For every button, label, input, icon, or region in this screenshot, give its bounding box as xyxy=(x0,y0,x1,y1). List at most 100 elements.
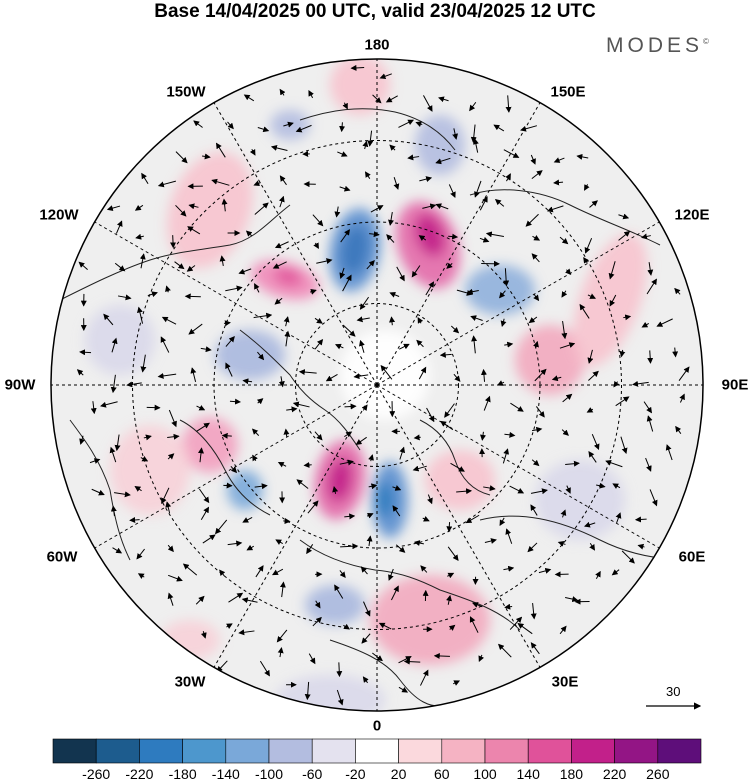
wind-vector xyxy=(111,337,118,353)
brand-logo: MODES© xyxy=(606,34,709,58)
longitude-label: 150E xyxy=(550,83,586,101)
wind-vector xyxy=(308,653,316,665)
wind-vector xyxy=(188,203,199,210)
wind-vector xyxy=(608,261,616,280)
wind-vector xyxy=(619,349,626,358)
wind-vector xyxy=(303,461,312,468)
wind-vector xyxy=(675,425,682,434)
wind-vector xyxy=(278,195,285,208)
wind-vector xyxy=(227,121,234,130)
wind-vector xyxy=(254,483,268,490)
wind-vector xyxy=(109,446,117,463)
wind-vector xyxy=(246,544,255,551)
wind-vector xyxy=(634,516,647,523)
wind-vector xyxy=(117,294,132,301)
wind-vector xyxy=(168,409,177,428)
brand-mark: © xyxy=(703,37,709,46)
colorbar-label: -60 xyxy=(302,766,323,782)
wind-vector xyxy=(274,297,283,305)
wind-vector xyxy=(504,603,513,610)
colorbar-swatch xyxy=(139,738,183,764)
colorbar-label: 20 xyxy=(390,766,407,782)
wind-vector xyxy=(531,170,543,180)
wind-vector xyxy=(314,317,323,324)
wind-vector xyxy=(444,403,455,418)
wind-vector xyxy=(353,373,369,380)
colorbar-label: -260 xyxy=(82,766,111,782)
wind-vector xyxy=(422,516,430,522)
wind-vector xyxy=(219,255,226,267)
wind-vector xyxy=(530,642,540,655)
wind-vector xyxy=(517,622,533,635)
wind-vector xyxy=(229,398,242,405)
wind-vector xyxy=(665,444,673,461)
wind-vector xyxy=(480,368,487,382)
wind-vector xyxy=(342,274,352,292)
wind-vector xyxy=(167,433,180,440)
wind-vector xyxy=(200,506,210,520)
wind-vector xyxy=(641,321,650,328)
wind-vector xyxy=(456,488,473,495)
wind-vector xyxy=(385,95,398,103)
wind-vector xyxy=(493,124,505,132)
wind-vector xyxy=(637,543,645,550)
reference-vector-label: 30 xyxy=(666,684,681,699)
colorbar-label: 220 xyxy=(602,766,627,782)
wind-vector xyxy=(334,584,344,599)
wind-vector xyxy=(100,401,118,408)
wind-vector xyxy=(78,261,88,271)
wind-vector xyxy=(372,94,382,104)
longitude-label: 180 xyxy=(364,36,390,54)
wind-vector xyxy=(129,517,140,523)
wind-vector xyxy=(284,330,291,347)
wind-vector xyxy=(471,602,483,608)
wind-vector xyxy=(446,522,453,533)
wind-vector xyxy=(339,570,346,578)
wind-vector xyxy=(559,342,576,349)
wind-vector xyxy=(674,287,681,295)
wind-vector xyxy=(395,544,406,553)
wind-vector xyxy=(310,288,317,295)
wind-vector xyxy=(618,213,630,220)
longitude-label: 90W xyxy=(4,376,36,394)
wind-vector xyxy=(110,505,117,517)
meridian-line xyxy=(376,221,660,386)
wind-vector xyxy=(344,403,357,410)
wind-vector xyxy=(378,622,392,630)
wind-vector xyxy=(407,154,420,161)
wind-vector xyxy=(530,602,537,620)
wind-vector xyxy=(276,629,288,643)
wind-vector xyxy=(139,253,146,269)
wind-vector xyxy=(90,401,97,415)
wind-vector xyxy=(479,236,490,243)
wind-vector xyxy=(450,462,465,472)
wind-vector xyxy=(196,404,206,411)
coastline-segment xyxy=(299,108,456,151)
wind-vector xyxy=(620,436,628,455)
wind-vector xyxy=(277,647,284,658)
wind-vector xyxy=(225,336,235,347)
wind-vector xyxy=(368,454,374,462)
wind-vector xyxy=(226,623,233,629)
wind-vector xyxy=(480,431,486,441)
wind-vector xyxy=(312,616,322,627)
wind-vector xyxy=(215,519,228,535)
wind-vector xyxy=(412,465,427,472)
wind-vector xyxy=(254,283,260,293)
meridian-line xyxy=(376,384,541,668)
wind-vector xyxy=(538,567,552,574)
wind-vector xyxy=(279,175,287,186)
wind-vector xyxy=(396,266,405,282)
wind-vector xyxy=(672,347,679,358)
wind-vector xyxy=(589,543,596,551)
wind-vector xyxy=(422,203,437,210)
wind-vector xyxy=(615,512,622,524)
wind-vector xyxy=(392,505,401,517)
wind-vector xyxy=(440,420,454,431)
wind-vector xyxy=(595,570,601,579)
wind-vector xyxy=(520,125,538,132)
wind-vector xyxy=(252,454,258,462)
wind-vector xyxy=(479,196,488,211)
wind-vector xyxy=(469,101,477,112)
